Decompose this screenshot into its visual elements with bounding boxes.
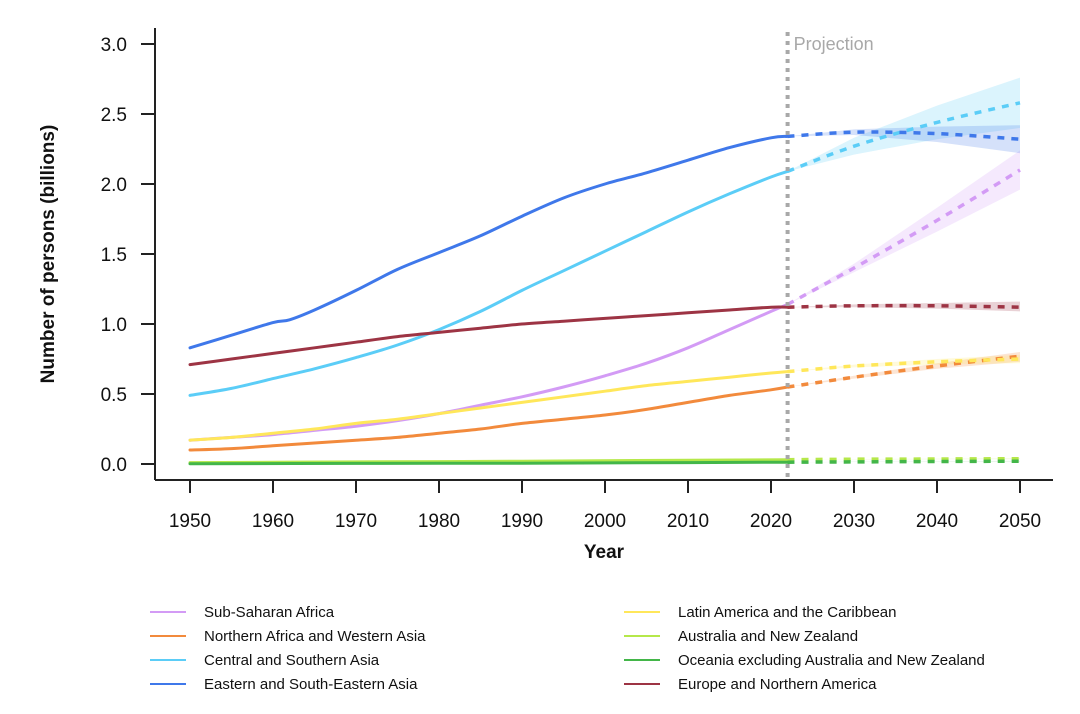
legend-label: Central and Southern Asia xyxy=(204,651,380,669)
projection-label: Projection xyxy=(794,34,874,54)
legend-swatch xyxy=(624,683,660,685)
series-line-projection xyxy=(787,303,1021,309)
legend-item: Northern Africa and Western Asia xyxy=(150,624,426,648)
x-tick-label: 1950 xyxy=(169,511,211,532)
legend-item: Central and Southern Asia xyxy=(150,648,426,672)
axes: 0.00.51.01.52.02.53.0 1950 1960 1970 1980 19… xyxy=(101,28,1053,532)
series-line-historical xyxy=(188,169,790,397)
y-tick-label: 1.5 xyxy=(101,245,127,266)
series-line-projection xyxy=(787,130,1021,141)
x-tick-label: 2030 xyxy=(833,511,875,532)
legend-label: Latin America and the Caribbean xyxy=(678,603,897,621)
legend-item: Oceania excluding Australia and New Zeal… xyxy=(624,648,985,672)
legend-swatch xyxy=(624,635,660,637)
y-tick-label: 2.5 xyxy=(101,105,127,126)
legend-swatch xyxy=(150,659,186,661)
series-line-projection xyxy=(787,456,1021,462)
x-axis-title: Year xyxy=(584,542,625,563)
series-line-projection xyxy=(787,357,1021,374)
legend-swatch xyxy=(150,635,186,637)
legend-label: Sub-Saharan Africa xyxy=(204,603,335,621)
series-line-projection xyxy=(786,168,1021,306)
series-line-historical xyxy=(188,370,790,442)
legend-column-right: Latin America and the Caribbean Australi… xyxy=(624,600,985,696)
y-ticks: 0.0 0.5 1.0 1.5 2.0 2.5 3.0 xyxy=(101,35,155,476)
legend-label: Europe and Northern America xyxy=(678,675,877,693)
y-axis-title: Number of persons (billions) xyxy=(38,125,59,384)
legend-item: Sub-Saharan Africa xyxy=(150,600,426,624)
x-tick-label: 1970 xyxy=(335,511,377,532)
legend-label: Australia and New Zealand xyxy=(678,627,859,645)
series-line-historical xyxy=(188,302,790,442)
x-tick-label: 1990 xyxy=(501,511,543,532)
x-tick-label: 2000 xyxy=(584,511,626,532)
uncertainty-band xyxy=(787,150,1020,305)
legend-swatch xyxy=(150,611,186,613)
y-tick-label: 1.0 xyxy=(101,315,127,336)
series-line-projection xyxy=(786,101,1021,174)
x-tick-label: 2020 xyxy=(750,511,792,532)
legend-item: Latin America and the Caribbean xyxy=(624,600,985,624)
series-line-historical xyxy=(188,385,790,452)
y-tick-label: 3.0 xyxy=(101,35,127,56)
legend-item: Australia and New Zealand xyxy=(624,624,985,648)
x-tick-label: 2010 xyxy=(667,511,709,532)
legend-item: Europe and Northern America xyxy=(624,672,985,696)
x-ticks: 1950 1960 1970 1980 1990 2000 2010 2020 2030 2040… xyxy=(169,480,1041,532)
legend-swatch xyxy=(624,611,660,613)
series-lines xyxy=(188,101,1021,466)
series-line-historical xyxy=(188,305,790,367)
series-line-projection xyxy=(787,459,1021,464)
y-tick-label: 0.0 xyxy=(101,455,127,476)
legend-label: Eastern and South-Eastern Asia xyxy=(204,675,418,693)
uncertainty-band xyxy=(787,77,1020,172)
y-tick-label: 0.5 xyxy=(101,385,127,406)
x-tick-label: 1960 xyxy=(252,511,294,532)
series-line-historical xyxy=(188,460,790,466)
legend-item: Eastern and South-Eastern Asia xyxy=(150,672,426,696)
legend-label: Northern Africa and Western Asia xyxy=(204,627,426,645)
x-tick-label: 2040 xyxy=(916,511,958,532)
legend-label: Oceania excluding Australia and New Zeal… xyxy=(678,651,985,669)
y-tick-label: 2.0 xyxy=(101,175,127,196)
legend-swatch xyxy=(150,683,186,685)
x-tick-label: 2050 xyxy=(999,511,1041,532)
uncertainty-band xyxy=(787,125,1020,154)
legend-swatch xyxy=(624,659,660,661)
legend-column-left: Sub-Saharan Africa Northern Africa and W… xyxy=(150,600,426,696)
x-tick-label: 1980 xyxy=(418,511,460,532)
legend: Sub-Saharan Africa Northern Africa and W… xyxy=(150,600,1080,700)
series-line-historical xyxy=(188,134,790,350)
